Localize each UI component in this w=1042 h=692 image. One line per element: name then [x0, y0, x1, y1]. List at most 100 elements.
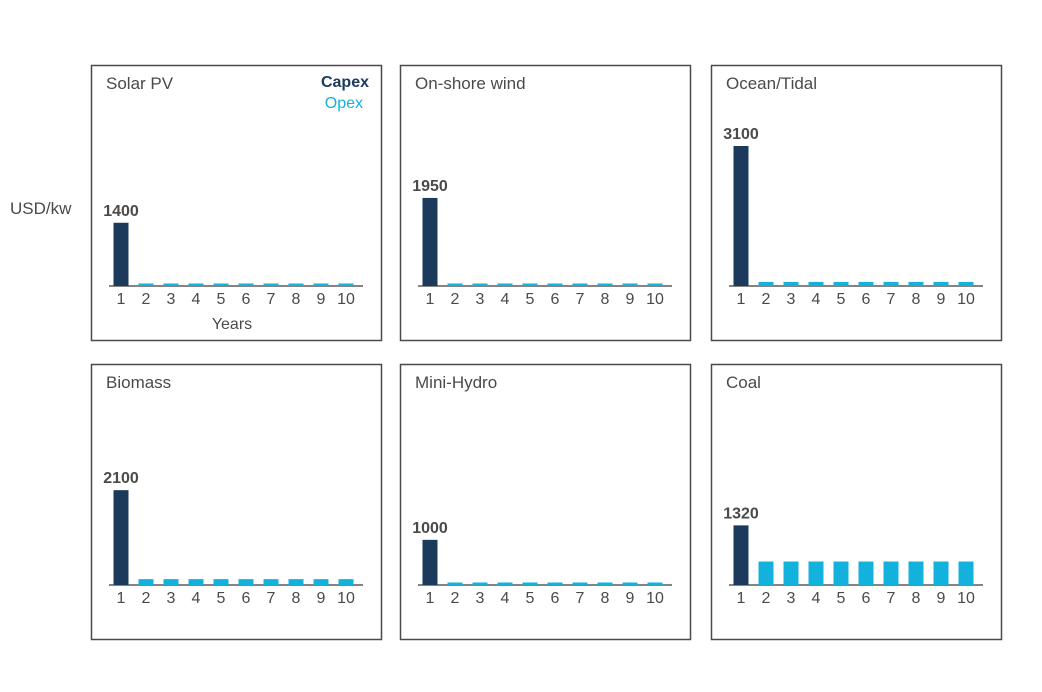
- x-tick-label: 3: [476, 291, 485, 308]
- x-tick-label: 9: [626, 590, 635, 607]
- x-tick-label: 2: [142, 590, 151, 607]
- opex-bar: [833, 281, 849, 286]
- panel-title: Coal: [726, 373, 761, 392]
- x-tick-label: 9: [317, 590, 326, 607]
- x-tick-label: 6: [242, 291, 251, 308]
- opex-bar: [958, 281, 974, 286]
- x-tick-label: 7: [267, 291, 276, 308]
- panel-frame: [90, 64, 383, 342]
- opex-bar: [597, 582, 613, 585]
- panel-frame: [90, 363, 383, 641]
- x-tick-label: 6: [242, 590, 251, 607]
- x-tick-label: 9: [937, 291, 946, 308]
- opex-bar: [933, 281, 949, 286]
- opex-bar: [238, 283, 254, 286]
- opex-bar: [447, 582, 463, 585]
- opex-bar: [572, 582, 588, 585]
- capex-bar: [113, 222, 129, 286]
- capex-data-label: 1000: [412, 520, 448, 537]
- opex-bar: [263, 579, 279, 585]
- panel-frame: [710, 363, 1003, 641]
- opex-bar: [288, 579, 304, 585]
- x-tick-label: 7: [267, 590, 276, 607]
- capex-data-label: 1320: [723, 505, 759, 522]
- opex-bar: [472, 582, 488, 585]
- x-tick-label: 5: [837, 590, 846, 607]
- x-tick-label: 8: [912, 590, 921, 607]
- x-axis-title: Years: [212, 316, 252, 333]
- x-tick-label: 6: [862, 590, 871, 607]
- x-tick-label: 1: [117, 291, 126, 308]
- capex-bar: [422, 197, 438, 286]
- capex-bar: [733, 146, 749, 286]
- panel-title: On-shore wind: [415, 74, 526, 93]
- panel-frame: [399, 363, 692, 641]
- x-tick-label: 3: [476, 590, 485, 607]
- capex-data-label: 3100: [723, 126, 759, 143]
- opex-bar: [758, 561, 774, 585]
- x-tick-label: 8: [601, 590, 610, 607]
- x-tick-label: 4: [812, 291, 821, 308]
- x-tick-label: 6: [551, 291, 560, 308]
- opex-bar: [808, 281, 824, 286]
- opex-bar: [883, 561, 899, 585]
- x-tick-label: 10: [337, 291, 355, 308]
- opex-bar: [958, 561, 974, 585]
- x-tick-label: 4: [192, 590, 201, 607]
- opex-bar: [313, 579, 329, 585]
- opex-bar: [758, 281, 774, 286]
- opex-bar: [622, 582, 638, 585]
- opex-bar: [338, 283, 354, 286]
- x-tick-label: 5: [837, 291, 846, 308]
- x-tick-label: 9: [317, 291, 326, 308]
- opex-bar: [808, 561, 824, 585]
- x-tick-label: 1: [426, 590, 435, 607]
- opex-bar: [572, 283, 588, 286]
- opex-bar: [833, 561, 849, 585]
- panel-title: Biomass: [106, 373, 171, 392]
- opex-bar: [338, 579, 354, 585]
- x-tick-label: 4: [501, 291, 510, 308]
- panel-frame: [710, 64, 1003, 342]
- opex-bar: [547, 582, 563, 585]
- x-tick-label: 6: [862, 291, 871, 308]
- y-unit-label: USD/kw: [10, 199, 72, 218]
- chart-panel: Solar PV 1 2 3 4 5 6 7 8 9 10 1400 Years Capex Opex: [90, 64, 383, 342]
- opex-bar: [497, 582, 513, 585]
- x-tick-label: 1: [737, 291, 746, 308]
- opex-bar: [138, 579, 154, 585]
- legend-capex: Capex: [321, 74, 369, 91]
- opex-bar: [647, 582, 663, 585]
- chart-panel: On-shore wind 1 2 3 4 5 6 7 8 9 10 1950: [399, 64, 692, 342]
- opex-bar: [933, 561, 949, 585]
- opex-bar: [783, 561, 799, 585]
- x-tick-label: 5: [217, 590, 226, 607]
- opex-bar: [163, 579, 179, 585]
- panel-title: Solar PV: [106, 74, 174, 93]
- x-tick-label: 5: [217, 291, 226, 308]
- opex-bar: [522, 283, 538, 286]
- opex-bar: [783, 281, 799, 286]
- x-tick-label: 10: [646, 291, 664, 308]
- opex-bar: [497, 283, 513, 286]
- capex-data-label: 1400: [103, 203, 139, 220]
- x-tick-label: 6: [551, 590, 560, 607]
- x-tick-label: 5: [526, 291, 535, 308]
- opex-bar: [622, 283, 638, 286]
- panel-frame: [399, 64, 692, 342]
- opex-bar: [138, 283, 154, 286]
- opex-bar: [547, 283, 563, 286]
- x-tick-label: 8: [292, 590, 301, 607]
- capex-bar: [733, 525, 749, 585]
- capex-data-label: 2100: [103, 470, 139, 487]
- opex-bar: [313, 283, 329, 286]
- x-tick-label: 8: [601, 291, 610, 308]
- opex-bar: [163, 283, 179, 286]
- opex-bar: [288, 283, 304, 286]
- x-tick-label: 7: [887, 291, 896, 308]
- opex-bar: [522, 582, 538, 585]
- opex-bar: [858, 281, 874, 286]
- x-tick-label: 1: [117, 590, 126, 607]
- opex-bar: [908, 561, 924, 585]
- x-tick-label: 10: [957, 590, 975, 607]
